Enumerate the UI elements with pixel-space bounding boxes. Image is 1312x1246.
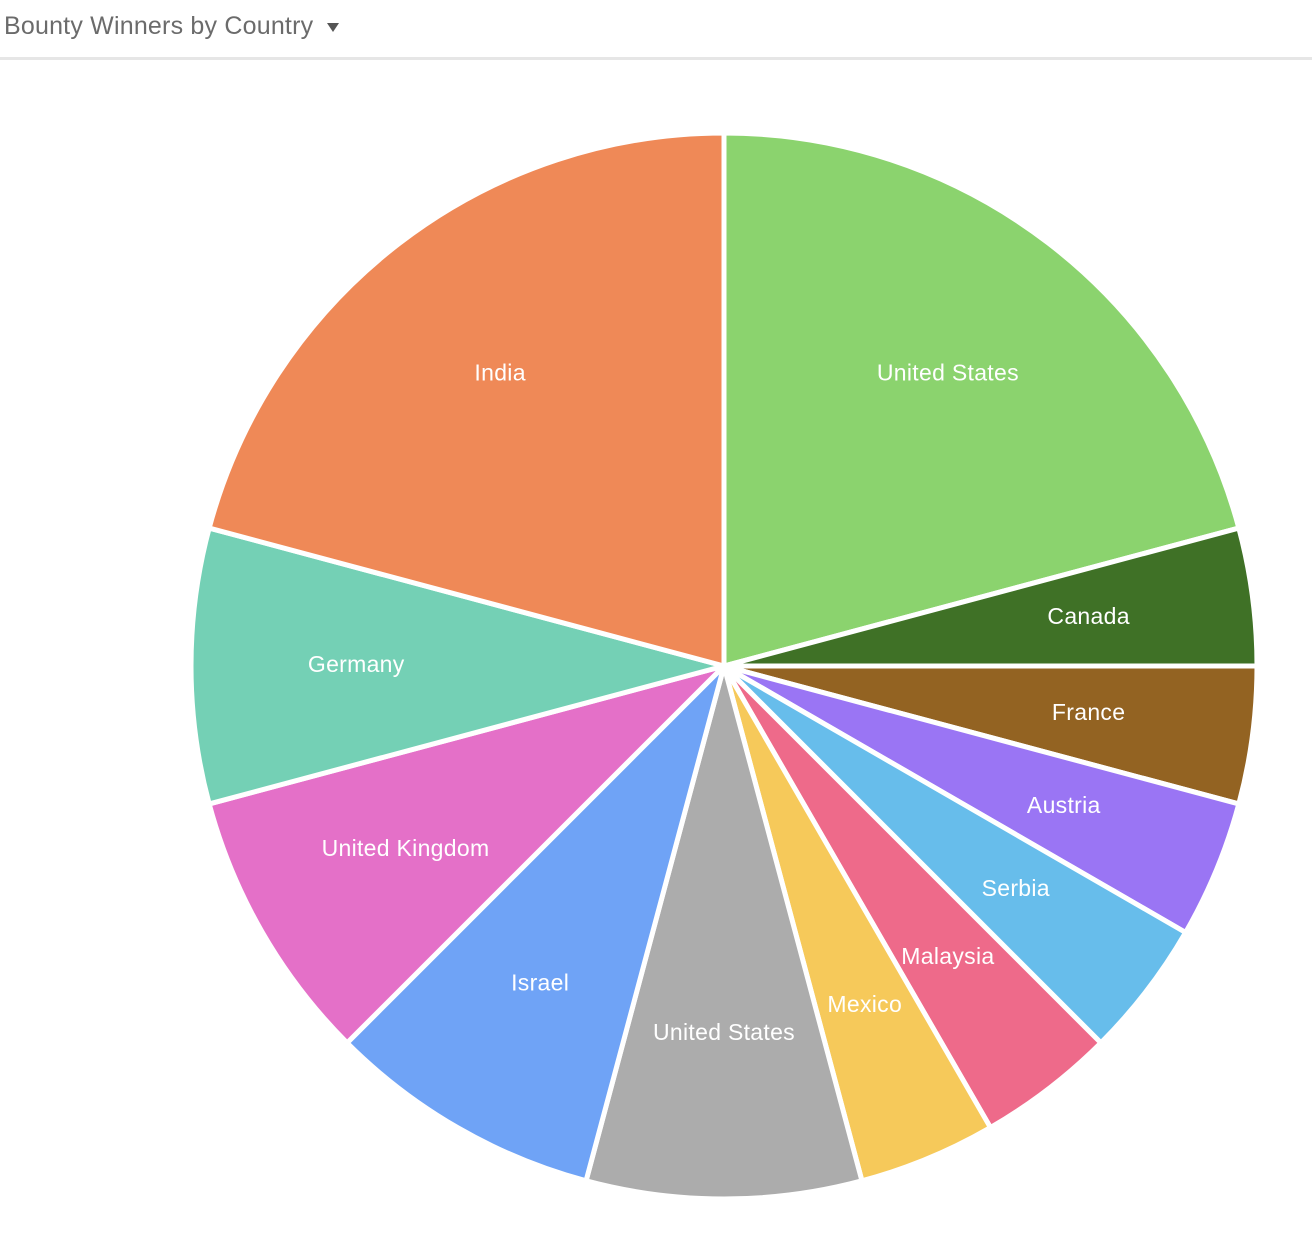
- caret-down-icon: [327, 22, 340, 32]
- pie-slice-united-states-0[interactable]: [721, 130, 1242, 669]
- chart-title: Bounty Winners by Country: [4, 11, 314, 40]
- chart-header: Bounty Winners by Country: [0, 0, 1312, 60]
- pie-slice-germany-10[interactable]: [188, 525, 727, 807]
- pie-slice-india-11[interactable]: [206, 130, 727, 669]
- pie-slice-united-kingdom-9[interactable]: [206, 663, 727, 1046]
- chart-title-dropdown[interactable]: Bounty Winners by Country: [4, 8, 340, 44]
- pie-slice-israel-8[interactable]: [344, 663, 727, 1184]
- pie-slice-united-states-7[interactable]: [583, 663, 865, 1202]
